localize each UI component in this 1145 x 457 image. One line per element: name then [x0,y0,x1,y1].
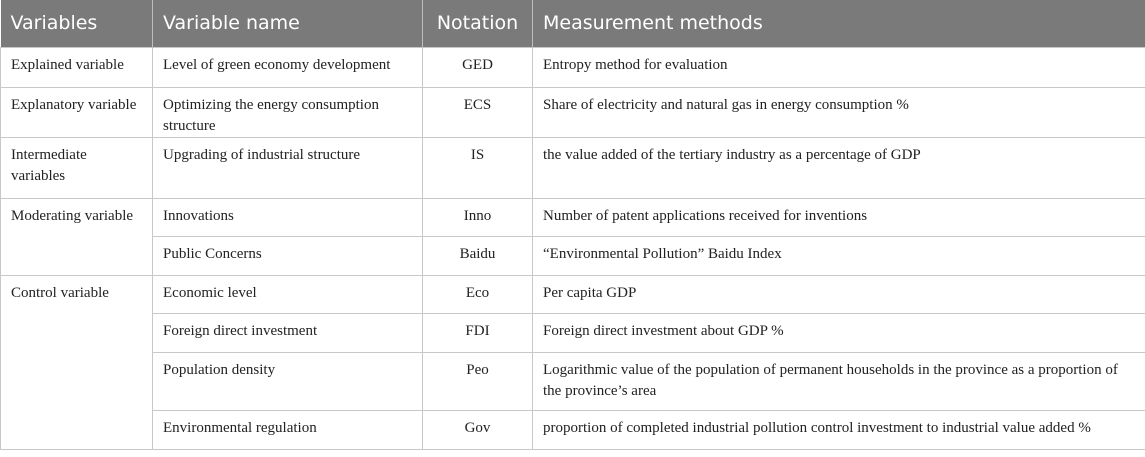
method-cell: Per capita GDP [532,274,1145,314]
variable-name-cell: Level of green economy development [152,46,423,88]
method-cell: Foreign direct investment about GDP % [532,312,1145,353]
table-row: Public Concerns Baidu “Environmental Pol… [1,235,1145,276]
table-body: Explained variable Level of green econom… [0,46,1145,450]
header-variables: Variables [0,0,153,47]
notation-cell: ECS [422,86,533,138]
variable-name-cell: Public Concerns [152,235,423,276]
variable-name-cell: Economic level [152,274,423,314]
variable-name-cell: Environmental regulation [152,409,423,450]
method-cell: Number of patent applications received f… [532,197,1145,237]
variable-name-cell: Foreign direct investment [152,312,423,353]
variable-name-cell: Innovations [152,197,423,237]
notation-cell: Peo [422,351,533,411]
notation-cell: FDI [422,312,533,353]
method-cell: Share of electricity and natural gas in … [532,86,1145,138]
category-cell: Moderating variable [0,197,153,276]
notation-cell: GED [422,46,533,88]
method-cell: “Environmental Pollution” Baidu Index [532,235,1145,276]
table-header: Variables Variable name Notation Measure… [0,0,1145,47]
header-measurement-methods: Measurement methods [532,0,1145,47]
variable-name-cell: Population density [152,351,423,411]
table-row: Foreign direct investment FDI Foreign di… [1,312,1145,353]
table-row: Control variable Economic level Eco Per … [0,274,1145,450]
category-cell: Control variable [0,274,153,450]
table-row: Intermediate variables Upgrading of indu… [0,136,1145,199]
table-row: Moderating variable Innovations Inno Num… [0,197,1145,276]
header-variable-name: Variable name [152,0,423,47]
table-row: Environmental regulation Gov proportion … [1,409,1145,450]
method-cell: Entropy method for evaluation [532,46,1145,88]
notation-cell: IS [422,136,533,199]
notation-cell: Gov [422,409,533,450]
header-row: Variables Variable name Notation Measure… [0,0,1145,47]
table-row: Explanatory variable Optimizing the ener… [0,86,1145,138]
method-cell: proportion of completed industrial pollu… [532,409,1145,450]
table-row: Explained variable Level of green econom… [0,46,1145,88]
variable-name-cell: Upgrading of industrial structure [152,136,423,199]
category-cell: Intermediate variables [0,136,153,199]
category-cell: Explanatory variable [0,86,153,138]
header-notation: Notation [422,0,533,47]
notation-cell: Baidu [422,235,533,276]
notation-cell: Inno [422,197,533,237]
notation-cell: Eco [422,274,533,314]
category-cell: Explained variable [0,46,153,88]
method-cell: the value added of the tertiary industry… [532,136,1145,199]
method-cell: Logarithmic value of the population of p… [532,351,1145,411]
table-row: Population density Peo Logarithmic value… [1,351,1145,411]
variable-name-cell: Optimizing the energy consumption struct… [152,86,423,138]
